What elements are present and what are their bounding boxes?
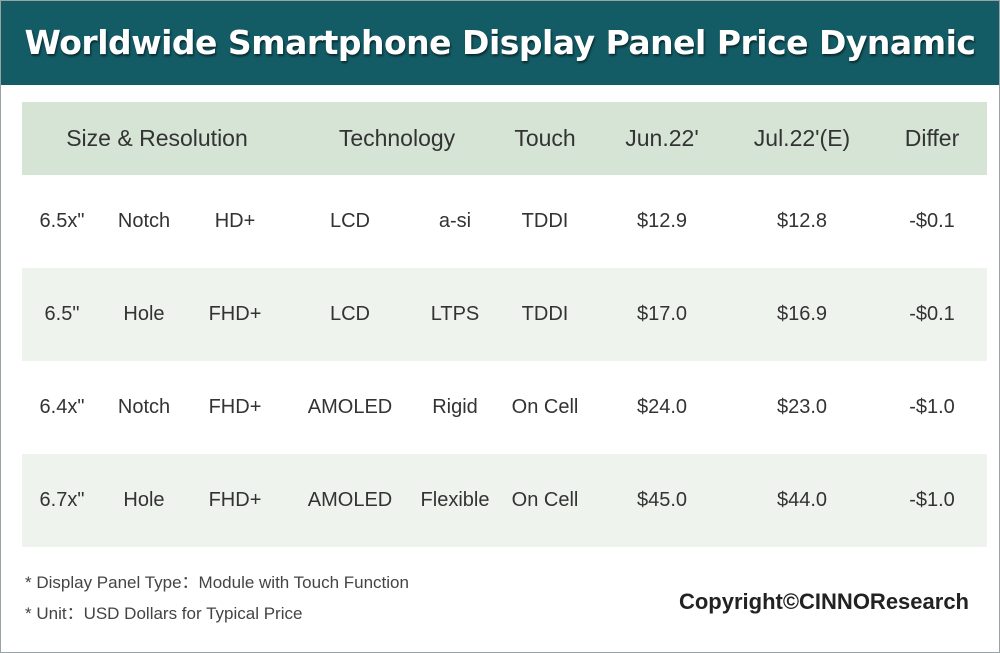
page-title: Worldwide Smartphone Display Panel Price… xyxy=(24,23,976,62)
column-header-size-resolution: Size & Resolution xyxy=(66,125,248,151)
cell-differ: -$0.1 xyxy=(909,303,955,325)
cell-jun22: $45.0 xyxy=(636,489,688,511)
cell-screen: Hole xyxy=(123,303,165,325)
column-header-technology: Technology xyxy=(338,125,456,151)
cell-size: 6.7x" xyxy=(39,489,85,511)
cell-backplane: Rigid xyxy=(432,396,478,418)
cell-touch: TDDI xyxy=(521,303,569,325)
table-row: 6.4x" Notch FHD+ AMOLED Rigid On Cell $24.0 $23… xyxy=(22,361,987,454)
cell-touch: TDDI xyxy=(521,210,569,232)
cell-resolution: FHD+ xyxy=(208,303,262,325)
cell-differ: -$1.0 xyxy=(909,489,955,511)
cell-size: 6.4x" xyxy=(39,396,85,418)
cell-size: 6.5" xyxy=(44,303,80,325)
table-header-row: Size & Resolution Technology Touch Jun.2… xyxy=(22,102,987,175)
cell-resolution: FHD+ xyxy=(208,396,262,418)
cell-display: AMOLED xyxy=(307,396,393,418)
column-header-jul22e: Jul.22'(E) xyxy=(753,125,851,151)
table-row: 6.5" Hole FHD+ LCD LTPS TDDI $17.0 $16.9 -$0.1 xyxy=(22,268,987,361)
price-table: Size & Resolution Technology Touch Jun.2… xyxy=(22,102,987,547)
cell-resolution: FHD+ xyxy=(208,489,262,511)
cell-screen: Notch xyxy=(117,210,171,232)
table-row: 6.7x" Hole FHD+ AMOLED Flexible On Cell $45.0 $… xyxy=(22,454,987,547)
cell-backplane: a-si xyxy=(438,210,472,232)
footnotes: * Display Panel Type：Module with Touch F… xyxy=(25,567,409,629)
copyright-notice: Copyright©CINNOResearch xyxy=(678,589,969,614)
cell-resolution: HD+ xyxy=(214,210,256,232)
cell-touch: On Cell xyxy=(511,489,579,511)
footnote-unit: * Unit：USD Dollars for Typical Price xyxy=(25,604,303,623)
cell-size: 6.5x" xyxy=(39,210,85,232)
cell-jun22: $24.0 xyxy=(636,396,688,418)
cell-differ: -$1.0 xyxy=(909,396,955,418)
cell-display: LCD xyxy=(329,303,370,325)
cell-jun22: $12.9 xyxy=(636,210,688,232)
table-row: 6.5x" Notch HD+ LCD a-si TDDI $12.9 $12.8 -$0.1 xyxy=(22,175,987,268)
cell-display: AMOLED xyxy=(307,489,393,511)
cell-display: LCD xyxy=(329,210,370,232)
cell-jul22e: $12.8 xyxy=(776,210,828,232)
cell-screen: Hole xyxy=(123,489,165,511)
cell-jul22e: $23.0 xyxy=(776,396,828,418)
cell-touch: On Cell xyxy=(511,396,579,418)
cell-backplane: LTPS xyxy=(430,303,480,325)
cell-screen: Notch xyxy=(117,396,171,418)
cell-jul22e: $16.9 xyxy=(776,303,828,325)
column-header-touch: Touch xyxy=(514,125,576,151)
cell-differ: -$0.1 xyxy=(909,210,955,232)
table-body: 6.5x" Notch HD+ LCD a-si TDDI $12.9 $12.8 -$0.1 6… xyxy=(22,175,987,547)
cell-jul22e: $44.0 xyxy=(776,489,828,511)
column-header-differ: Differ xyxy=(904,125,960,151)
column-header-jun22: Jun.22' xyxy=(625,125,699,151)
footnote-panel-type: * Display Panel Type：Module with Touch F… xyxy=(25,573,409,592)
title-bar: Worldwide Smartphone Display Panel Price… xyxy=(1,1,999,85)
cell-jun22: $17.0 xyxy=(636,303,688,325)
cell-backplane: Flexible xyxy=(420,489,490,511)
